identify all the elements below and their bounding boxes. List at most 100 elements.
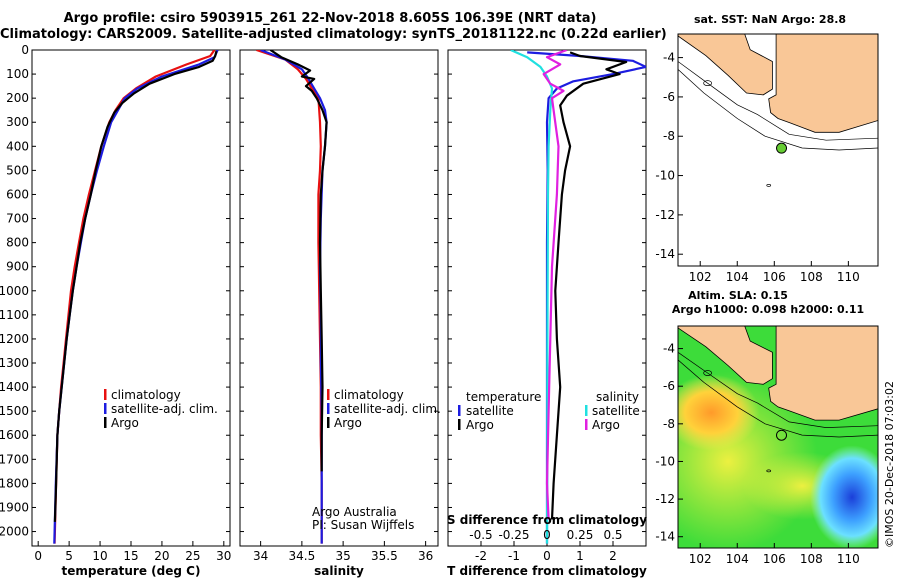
sst_map-frame [677, 33, 879, 267]
temperature-x-tick-label: 20 [154, 549, 169, 563]
sumatra-land [678, 326, 773, 385]
series-salinity-satellite [510, 50, 554, 544]
bathymetry-contour [678, 352, 878, 428]
series-satellite-adj-clim- [53, 50, 219, 544]
legend-label: Argo [592, 418, 620, 432]
sla_map-x-tick-label: 106 [763, 552, 786, 566]
argo-position-marker [776, 142, 788, 154]
argo-position-marker [776, 429, 788, 441]
sst_map-x-tick-label: 108 [800, 270, 823, 284]
legend-label: Argo [111, 416, 139, 430]
legend-label: climatology [334, 388, 404, 402]
sst_map-x-tick-label: 106 [763, 270, 786, 284]
legend-marker [327, 417, 330, 428]
difference-salinity-tick-label: 0.25 [567, 528, 594, 542]
y-tick-label: 100 [6, 67, 29, 81]
sst_map-x-tick-label: 110 [837, 270, 860, 284]
y-tick-label: 1400 [0, 380, 29, 394]
difference-salinity-tick-label: -0.25 [498, 528, 529, 542]
legend-title-temperature: temperature [466, 390, 541, 404]
y-tick-label: 1300 [0, 356, 29, 370]
sla_map-y-tick-label: -10 [655, 454, 675, 468]
sla_map-y-tick-label: -4 [663, 342, 675, 356]
annotation-argo-australia: Argo Australia [312, 505, 397, 519]
difference-x-tick-label: 0 [543, 549, 551, 563]
legend-marker [104, 389, 107, 400]
temperature-x-tick-label: 5 [65, 549, 73, 563]
y-tick-label: 300 [6, 115, 29, 129]
temperature-x-tick-label: 25 [185, 549, 200, 563]
difference-salinity-tick-label: 0 [543, 528, 551, 542]
y-tick-label: 1100 [0, 308, 29, 322]
temperature-x-tick-label: 30 [216, 549, 231, 563]
legend-marker [585, 419, 588, 430]
legend-marker [458, 419, 461, 430]
panel-sla_map: 102 104 106 108 110 -4 -6 -8 -10 -12 -14 Altim. SLA… [655, 289, 879, 566]
y-tick-label: 1900 [0, 500, 29, 514]
series-climatology [53, 50, 216, 544]
series-temperature-satellite [527, 51, 646, 544]
island-contour [703, 370, 712, 376]
temperature-series [53, 50, 219, 544]
legend-label: Argo [466, 418, 494, 432]
page-title-line2: Climatology: CARS2009. Satellite-adjuste… [0, 27, 667, 42]
page-title-line1: Argo profile: csiro 5903915_261 22-Nov-2… [63, 11, 597, 26]
sst_map-y-tick-label: -4 [663, 51, 675, 65]
salinity-x-tick-label: 34 [253, 549, 268, 563]
sla_map-x-tick-label: 104 [726, 552, 749, 566]
legend-marker [585, 405, 588, 416]
series-climatology [256, 50, 323, 544]
sst_map-y-tick-label: -12 [655, 208, 675, 222]
bathymetry-contour [678, 69, 878, 151]
island-contour [766, 184, 772, 187]
y-tick-label: 1200 [0, 332, 29, 346]
imos-timestamp: ©IMOS 20-Dec-2018 07:03:02 [883, 381, 896, 548]
sla_map-y-tick-label: -14 [655, 530, 675, 544]
legend-label: satellite-adj. clim. [334, 402, 441, 416]
legend-marker [327, 403, 330, 414]
series-satellite-adj-clim- [260, 50, 328, 544]
annotation-pi: PI: Susan Wijffels [312, 518, 414, 532]
sst-map-title: sat. SST: NaN Argo: 28.8 [694, 13, 846, 26]
difference-x-tick-label: 2 [609, 549, 617, 563]
y-tick-label: 800 [6, 236, 29, 250]
series-argo [53, 50, 218, 522]
bathymetry-contour [678, 359, 878, 438]
y-tick-label: 2000 [0, 525, 29, 539]
y-tick-label: 1600 [0, 428, 29, 442]
y-tick-label: 1000 [0, 284, 29, 298]
legend-marker [327, 389, 330, 400]
sla_map-y-tick-label: -8 [663, 417, 675, 431]
y-tick-label: 500 [6, 163, 29, 177]
panel-difference: -2 -1 0 1 2T difference from climatology temp… [447, 49, 647, 578]
legend-marker [104, 403, 107, 414]
temperature-x-tick-label: 10 [92, 549, 107, 563]
y-tick-label: 700 [6, 212, 29, 226]
difference-x-tick-label: 1 [576, 549, 584, 563]
sla_map-field [678, 326, 878, 548]
panel-salinity: 34 34.5 35 35.5 36 salinity climatologysatelli… [239, 49, 441, 578]
y-tick-label: 900 [6, 260, 29, 274]
panel-temperature: 0100200300400500600700800900100011001200… [0, 43, 231, 578]
salinity-x-tick-label: 36 [418, 549, 433, 563]
island-contour [703, 80, 712, 87]
series-argo [269, 50, 328, 472]
salinity-series [256, 50, 328, 544]
sst_map-y-tick-label: -6 [663, 90, 675, 104]
legend-label: satellite [466, 404, 514, 418]
salinity-x-tick-label: 35 [335, 549, 350, 563]
salinity-frame [239, 49, 439, 547]
sla-blue-low [810, 445, 878, 548]
island-contour [766, 469, 772, 473]
series-temperature-argo [550, 51, 628, 520]
difference-salinity-tick-label: 0.5 [603, 528, 622, 542]
sst_map-y-tick-label: -14 [655, 247, 675, 261]
bathymetry-contour [678, 61, 878, 141]
java-land [768, 34, 878, 133]
sla_map-y-tick-label: -6 [663, 379, 675, 393]
sla-map-subtitle: Argo h1000: 0.098 h2000: 0.11 [672, 303, 864, 316]
sla_map-x-tick-label: 108 [800, 552, 823, 566]
panel-sst_map: 102 104 106 108 110 -4 -6 -8 -10 -12 -14 sat. SST: … [655, 13, 879, 284]
sla_map-x-tick-label: 110 [837, 552, 860, 566]
